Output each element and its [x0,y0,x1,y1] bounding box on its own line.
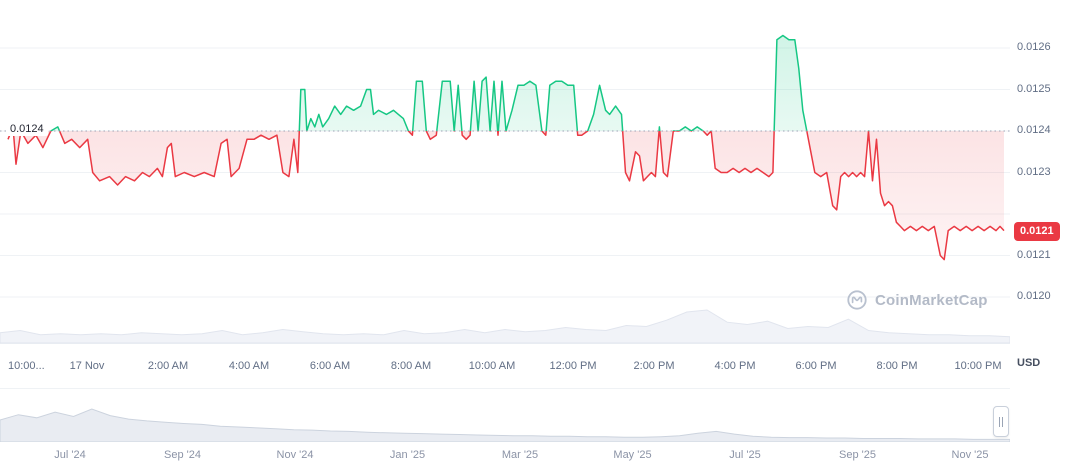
handle-grip-icon [999,416,1000,427]
x-axis-label: 8:00 PM [876,360,918,372]
price-chart-svg[interactable] [0,0,1010,352]
y-axis-label: 0.0121 [1017,248,1051,261]
navigator-date-label: Nov '24 [276,449,314,461]
navigator-date-label: Jul '25 [729,449,761,461]
navigator-area [0,408,1010,442]
y-axis-label: 0.0120 [1017,290,1051,302]
navigator-date-label: Jan '25 [389,449,426,461]
x-axis-label: 10:00 AM [468,360,516,372]
x-axis-label: 2:00 AM [147,360,189,372]
navigator-chart-svg[interactable] [0,402,1010,442]
x-axis-label: 17 Nov [69,360,105,372]
navigator-date-axis: Jul '24 Sep '24 Nov '24 Jan '25 Mar '25 May '… [0,449,1010,464]
navigator-date-label: Sep '25 [839,449,876,461]
navigator-date-label: May '25 [613,449,652,461]
x-axis-label: 10:00... [8,360,45,372]
navigator-date-label: Mar '25 [501,449,539,461]
y-axis-label: 0.0123 [1017,165,1051,178]
x-axis-label: 4:00 PM [714,360,756,372]
price-axis: 0.0121 USD 0.0126 0.0125 0.0124 0.0123 0.012… [1010,0,1072,470]
x-axis-label: 10:00 PM [954,360,1002,372]
y-axis-label: 0.0124 [1017,124,1051,136]
x-axis-label: 8:00 AM [390,360,432,372]
separator-line [0,388,1010,389]
range-navigator[interactable] [0,402,1012,442]
navigator-date-label: Sep '24 [164,449,201,461]
baseline-value-label: 0.0124 [6,122,48,136]
current-price-badge: 0.0121 [1014,221,1060,241]
x-axis-label: 6:00 PM [795,360,837,372]
volume-area [0,309,1010,344]
coinmarketcap-logo-icon [847,290,867,310]
watermark-text: CoinMarketCap [875,291,988,309]
x-axis-label: 2:00 PM [633,360,675,372]
x-axis-label: 4:00 AM [228,360,270,372]
time-axis: 10:00... 17 Nov 2:00 AM 4:00 AM 6:00 AM 8:00 … [0,360,1010,375]
y-axis-label: 0.0126 [1017,41,1051,53]
handle-grip-icon [1002,416,1003,427]
x-axis-label: 12:00 PM [549,360,597,372]
coinmarketcap-watermark: CoinMarketCap [846,289,988,311]
x-axis-label: 6:00 AM [309,360,351,372]
y-axis-label: 0.0125 [1017,82,1051,95]
navigator-date-label: Jul '24 [54,449,86,461]
navigator-handle[interactable] [993,406,1009,437]
currency-unit-label: USD [1017,357,1041,369]
price-line-down [7,131,1005,261]
navigator-date-label: Nov '25 [951,449,989,461]
